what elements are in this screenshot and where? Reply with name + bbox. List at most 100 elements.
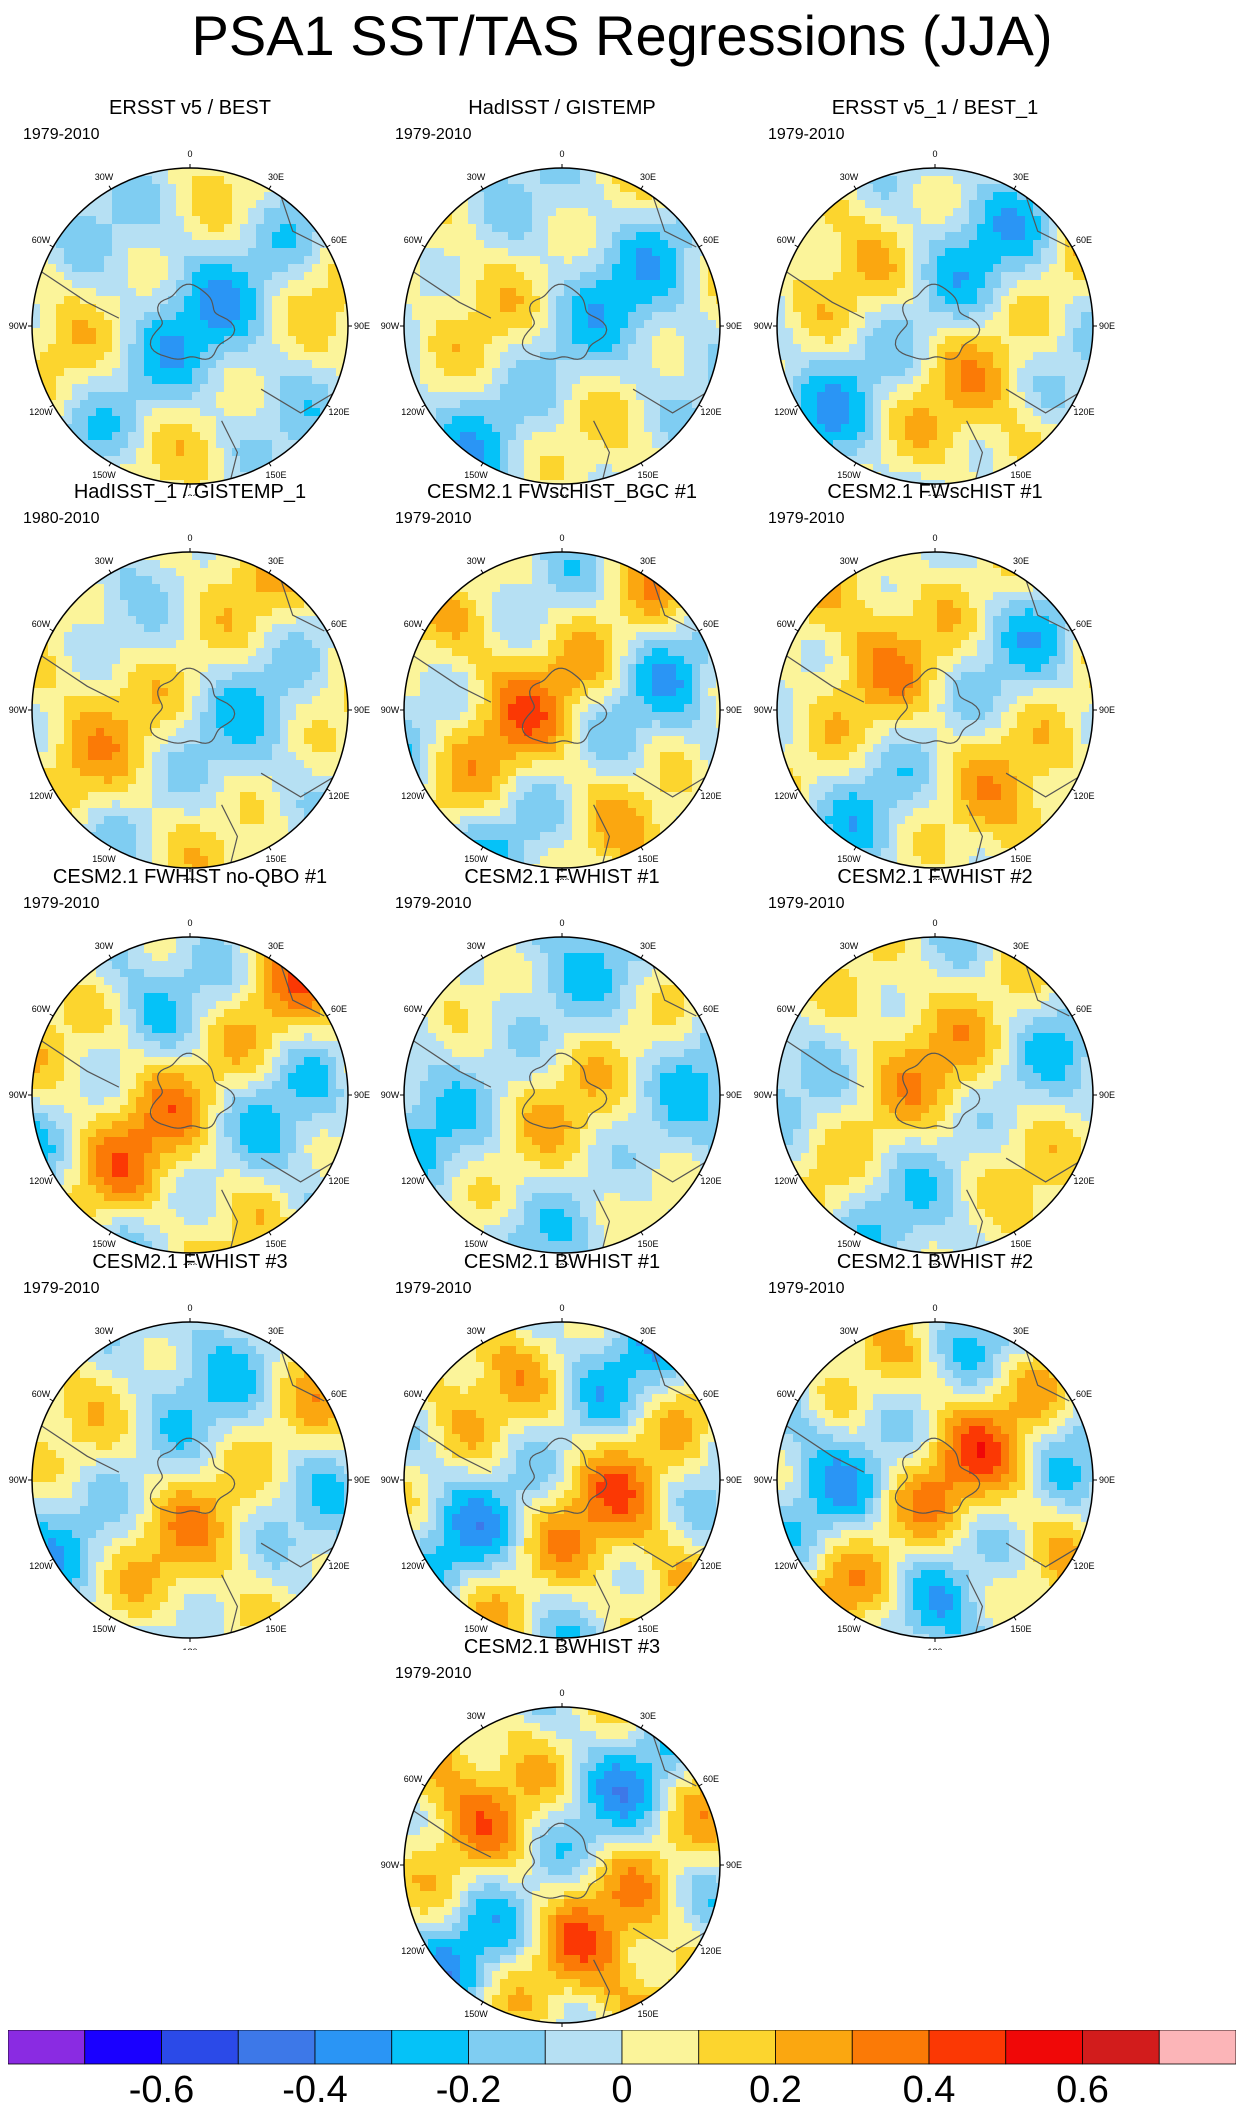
map-cell — [684, 304, 693, 313]
map-cell — [160, 384, 169, 393]
map-cell — [80, 568, 89, 577]
map-cell — [716, 368, 725, 377]
map-cell — [88, 368, 97, 377]
map-cell — [564, 416, 573, 425]
map-cell — [500, 256, 509, 265]
map-cell — [793, 336, 802, 345]
map-cell — [692, 256, 701, 265]
map-cell — [452, 448, 461, 457]
map-cell — [929, 216, 938, 225]
map-cell — [953, 176, 962, 185]
map-cell — [72, 328, 81, 337]
map-cell — [420, 192, 429, 201]
map-cell — [644, 408, 653, 417]
map-cell — [620, 216, 629, 225]
map-cell — [937, 216, 946, 225]
map-cell — [676, 440, 685, 449]
map-cell — [344, 280, 353, 289]
map-cell — [588, 320, 597, 329]
map-cell — [929, 256, 938, 265]
map-cell — [452, 432, 461, 441]
map-cell — [40, 296, 49, 305]
map-cell — [1001, 360, 1010, 369]
map-cell — [809, 400, 818, 409]
map-cell — [280, 272, 289, 281]
map-cell — [1041, 456, 1050, 465]
map-cell — [580, 280, 589, 289]
map-cell — [700, 448, 709, 457]
map-cell — [580, 288, 589, 297]
map-cell — [945, 392, 954, 401]
map-cell — [296, 256, 305, 265]
map-cell — [572, 392, 581, 401]
map-cell — [444, 312, 453, 321]
map-cell — [945, 456, 954, 465]
map-cell — [897, 456, 906, 465]
map-cell — [224, 312, 233, 321]
map-cell — [444, 392, 453, 401]
map-cell — [136, 424, 145, 433]
map-cell — [304, 360, 313, 369]
map-cell — [692, 352, 701, 361]
map-cell — [985, 336, 994, 345]
map-cell — [112, 456, 121, 465]
map-cell — [961, 328, 970, 337]
map-cell — [628, 264, 637, 273]
map-cell — [628, 432, 637, 441]
map-cell — [580, 192, 589, 201]
map-cell — [1089, 360, 1098, 369]
map-cell — [524, 424, 533, 433]
map-cell — [240, 456, 249, 465]
map-cell — [104, 360, 113, 369]
map-cell — [588, 336, 597, 345]
map-cell — [817, 280, 826, 289]
map-cell — [636, 352, 645, 361]
map-cell — [1057, 384, 1066, 393]
map-cell — [612, 208, 621, 217]
map-cell — [144, 312, 153, 321]
map-cell — [905, 440, 914, 449]
map-cell — [32, 384, 41, 393]
map-cell — [468, 408, 477, 417]
map-cell — [620, 400, 629, 409]
map-cell — [128, 352, 137, 361]
map-cell — [460, 368, 469, 377]
map-cell — [192, 296, 201, 305]
map-cell — [580, 200, 589, 209]
map-cell — [420, 352, 429, 361]
map-cell — [825, 376, 834, 385]
map-cell — [1065, 248, 1074, 257]
map-cell — [937, 432, 946, 441]
map-cell — [80, 464, 89, 473]
map-cell — [240, 424, 249, 433]
map-cell — [120, 200, 129, 209]
map-cell — [516, 200, 525, 209]
map-cell — [232, 312, 241, 321]
map-cell — [921, 200, 930, 209]
map-cell — [468, 432, 477, 441]
map-cell — [224, 400, 233, 409]
map-cell — [136, 232, 145, 241]
map-cell — [548, 176, 557, 185]
map-cell — [484, 408, 493, 417]
map-cell — [216, 360, 225, 369]
map-cell — [428, 400, 437, 409]
map-cell — [1025, 384, 1034, 393]
map-cell — [1049, 440, 1058, 449]
map-cell — [328, 368, 337, 377]
map-cell — [676, 296, 685, 305]
map-cell — [873, 184, 882, 193]
map-cell — [1001, 432, 1010, 441]
map-cell — [160, 240, 169, 249]
map-cell — [644, 432, 653, 441]
map-cell — [516, 432, 525, 441]
map-cell — [708, 296, 717, 305]
map-cell — [288, 256, 297, 265]
map-cell — [612, 288, 621, 297]
map-cell — [32, 184, 41, 193]
map-cell — [825, 416, 834, 425]
map-cell — [272, 376, 281, 385]
map-cell — [344, 192, 353, 201]
map-cell — [708, 336, 717, 345]
map-cell — [144, 192, 153, 201]
